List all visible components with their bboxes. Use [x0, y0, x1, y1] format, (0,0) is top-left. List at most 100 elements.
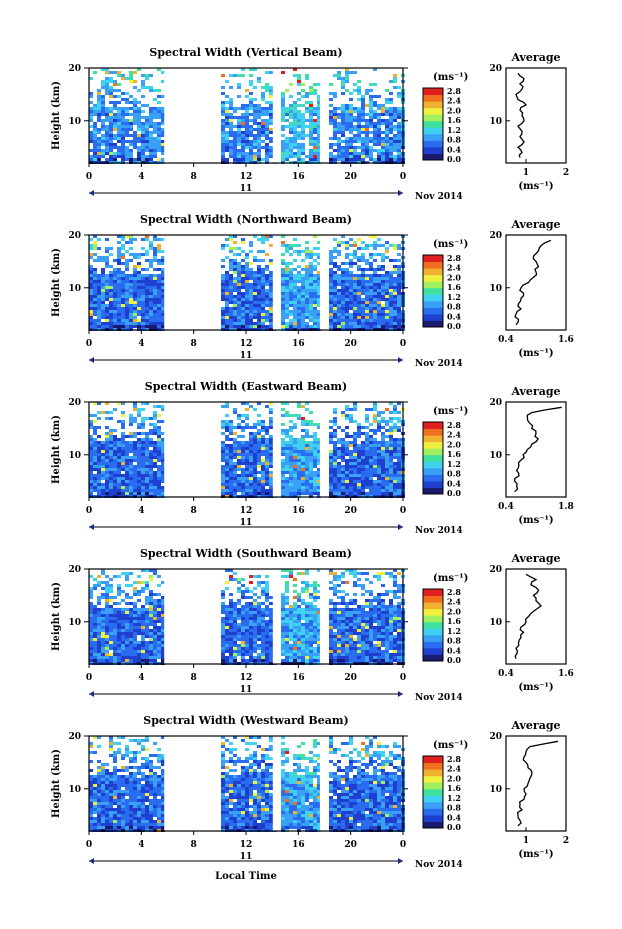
- heatmap-cell: [345, 140, 349, 143]
- heatmap-cell: [389, 608, 393, 611]
- heatmap-cell: [293, 319, 297, 322]
- heatmap-cell: [257, 432, 261, 435]
- heatmap-cell: [353, 158, 357, 161]
- heatmap-cell: [381, 611, 385, 614]
- heatmap-cell: [149, 608, 153, 611]
- heatmap-cell: [89, 316, 93, 319]
- heatmap-cell: [137, 423, 141, 426]
- heatmap-cell: [381, 453, 385, 456]
- heatmap-cell: [109, 492, 113, 495]
- heatmap-cell: [233, 453, 237, 456]
- heatmap-cell: [89, 486, 93, 489]
- heatmap-cell: [345, 137, 349, 140]
- heatmap-cell: [161, 292, 165, 295]
- heatmap-cell: [313, 131, 317, 134]
- heatmap-cell: [257, 447, 261, 450]
- heatmap-cell: [157, 68, 161, 71]
- heatmap-cell: [245, 456, 249, 459]
- heatmap-cell: [361, 268, 365, 271]
- heatmap-cell: [221, 459, 225, 462]
- heatmap-cell: [253, 259, 257, 262]
- heatmap-cell: [333, 423, 337, 426]
- heatmap-cell: [153, 307, 157, 310]
- heatmap-cell: [269, 465, 273, 468]
- heatmap-cell: [293, 250, 297, 253]
- heatmap-cell: [369, 593, 373, 596]
- heatmap-cell: [261, 140, 265, 143]
- heatmap-cell: [285, 486, 289, 489]
- heatmap-cell: [341, 596, 345, 599]
- heatmap-cell: [381, 286, 385, 289]
- heatmap-cell: [97, 471, 101, 474]
- heatmap-cell: [229, 301, 233, 304]
- heatmap-cell: [313, 253, 317, 256]
- heatmap-cell: [297, 307, 301, 310]
- heatmap-cell: [265, 581, 269, 584]
- heatmap-cell: [377, 244, 381, 247]
- heatmap-cell: [329, 277, 333, 280]
- heatmap-cell: [101, 122, 105, 125]
- heatmap-cell: [109, 113, 113, 116]
- heatmap-cell: [345, 104, 349, 107]
- heatmap-cell: [105, 596, 109, 599]
- heatmap-cell: [289, 247, 293, 250]
- heatmap-cell: [141, 116, 145, 119]
- heatmap-cell: [89, 474, 93, 477]
- heatmap-cell: [329, 83, 333, 86]
- heatmap-cell: [137, 593, 141, 596]
- heatmap-cell: [141, 456, 145, 459]
- heatmap-cell: [305, 271, 309, 274]
- heatmap-cell: [389, 474, 393, 477]
- heatmap-cell: [229, 131, 233, 134]
- heatmap-cell: [317, 304, 321, 307]
- heatmap-cell: [121, 301, 125, 304]
- heatmap-cell: [329, 432, 333, 435]
- heatmap-cell: [305, 444, 309, 447]
- heatmap-cell: [137, 489, 141, 492]
- heatmap-cell: [269, 426, 273, 429]
- heatmap-cell: [117, 128, 121, 131]
- heatmap: [89, 569, 405, 665]
- colorbar-tick-label: 0.8: [447, 469, 461, 479]
- heatmap-cell: [289, 322, 293, 325]
- heatmap-cell: [397, 283, 401, 286]
- heatmap-cell: [157, 593, 161, 596]
- heatmap-cell: [225, 244, 229, 247]
- heatmap-cell: [309, 459, 313, 462]
- heatmap-cell: [149, 277, 153, 280]
- heatmap-cell: [89, 602, 93, 605]
- heatmap-cell: [109, 125, 113, 128]
- heatmap-cell: [357, 158, 361, 161]
- heatmap-cell: [293, 492, 297, 495]
- heatmap-cell: [241, 429, 245, 432]
- heatmap-cell: [157, 95, 161, 98]
- heatmap-cell: [105, 140, 109, 143]
- heatmap-cell: [373, 408, 377, 411]
- heatmap-cell: [353, 140, 357, 143]
- heatmap-cell: [369, 444, 373, 447]
- heatmap-cell: [229, 274, 233, 277]
- heatmap-cell: [89, 301, 93, 304]
- heatmap-cell: [257, 602, 261, 605]
- heatmap-cell: [313, 459, 317, 462]
- heatmap-cell: [117, 262, 121, 265]
- heatmap-cell: [229, 98, 233, 101]
- heatmap-cell: [269, 316, 273, 319]
- heatmap-cell: [161, 289, 165, 292]
- heatmap-cell: [301, 116, 305, 119]
- heatmap-cell: [269, 101, 273, 104]
- heatmap-cell: [121, 459, 125, 462]
- day-label: 11: [240, 184, 253, 194]
- heatmap-cell: [225, 271, 229, 274]
- heatmap-cell: [393, 146, 397, 149]
- heatmap-cell: [233, 301, 237, 304]
- heatmap-cell: [225, 605, 229, 608]
- heatmap-cell: [265, 149, 269, 152]
- heatmap-cell: [389, 131, 393, 134]
- heatmap-cell: [261, 125, 265, 128]
- heatmap-cell: [365, 480, 369, 483]
- heatmap-cell: [141, 489, 145, 492]
- heatmap-cell: [377, 486, 381, 489]
- heatmap-cell: [345, 310, 349, 313]
- heatmap-cell: [269, 313, 273, 316]
